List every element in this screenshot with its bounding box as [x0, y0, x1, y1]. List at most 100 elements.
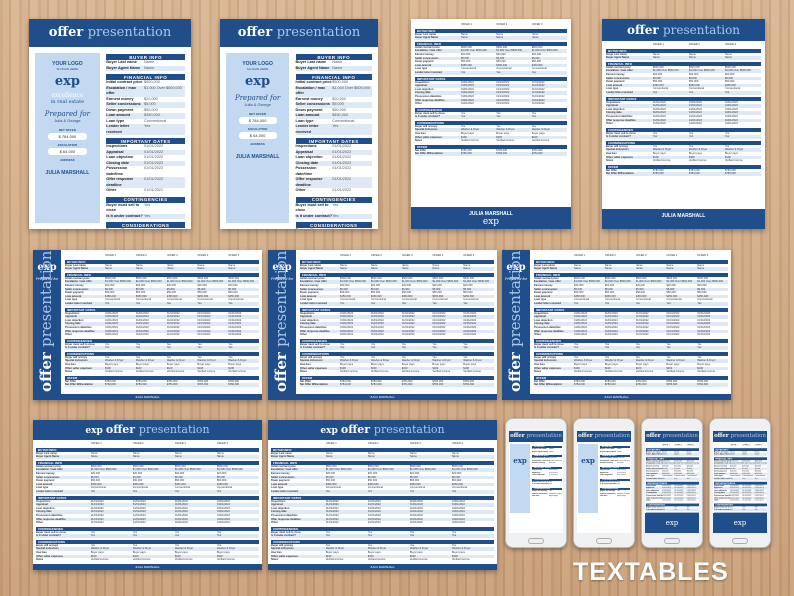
cell-value: Name	[340, 267, 347, 271]
cell-value: 01/01/2022	[697, 329, 711, 333]
row-label: Possession date/time	[714, 494, 730, 497]
cell-value: $100	[463, 366, 469, 370]
cell-value: 01/01/2022	[174, 499, 188, 503]
section-header: CONTINGENCIES	[65, 338, 259, 343]
blank	[300, 254, 340, 258]
cell-value: $100	[135, 366, 142, 370]
prepared-for: Prepared for	[44, 110, 90, 118]
row-label: Offer response deadline	[65, 329, 95, 333]
cell-value: $1,000 Over $500,000	[635, 280, 662, 284]
cell-value: Yes	[730, 506, 733, 509]
row-label: Buyer Last name	[600, 448, 615, 450]
table-row: Loan type Conventional Conventional Convent…	[415, 67, 567, 71]
cell-value: $20,000	[635, 283, 646, 287]
cell-value: Yes	[401, 355, 406, 359]
table-row: Down payment $50,000 $50,000 $50,000	[606, 80, 761, 84]
landscape-offer-sheet: exp Prepared for offer presentation OFFER 1…	[33, 250, 262, 400]
cell-value: $784,000	[635, 379, 647, 383]
cell-value: $450,000	[697, 294, 709, 298]
section-header: CONSIDERATIONS	[65, 351, 259, 356]
cell-value: $50,000	[166, 291, 177, 295]
footer: JULIA MARSHALL	[268, 394, 497, 400]
row-label: Seller concessions	[36, 475, 60, 479]
table-row: Other seller expenses$100$100$100	[415, 135, 567, 140]
home-button	[528, 538, 544, 544]
cell-value: 01/01/2022	[688, 107, 702, 111]
row-label: Buyer Agent Name	[300, 267, 324, 271]
cell-value: Buyer pays	[401, 363, 415, 367]
cell-value: 01/01/2022	[367, 503, 381, 507]
cell-value: Verified income	[174, 558, 193, 562]
table-row: Is it under contract? Yes Yes Yes Yes	[36, 534, 259, 538]
row-label: Seller concessions	[295, 102, 330, 106]
cell-value: Name	[325, 455, 333, 459]
row-label: Buyer Agent Name	[646, 453, 663, 456]
cell-value: $1,000 Over $500,000	[652, 69, 679, 73]
cell-value: Yes	[688, 90, 694, 94]
row-value: 01/01/2022	[332, 177, 352, 181]
cell-value: Verified income	[340, 370, 358, 374]
cell-value: $450,000	[496, 63, 508, 67]
column-header: OFFER 1	[325, 442, 337, 445]
cell-value: Name	[742, 453, 748, 456]
column-header: OFFER 1	[340, 254, 351, 257]
row-label: Net Offer W/Escalation	[534, 383, 562, 387]
table-row: Loan type Conventional Conventional Convent…	[300, 298, 494, 302]
cell-value: Name	[531, 32, 539, 36]
cell-value: 01/01/2022	[166, 329, 180, 333]
row-label: Initial contract price	[106, 80, 143, 84]
sections: BUYER INFO Buyer Last name Name Buyer Agent…	[532, 444, 562, 498]
cell-value: 01/01/2022	[228, 325, 242, 329]
row-label: Initial contract price	[606, 65, 631, 69]
cell-value: Name	[463, 267, 471, 271]
table-row: Loan type Conventional Conventional Convent…	[534, 298, 728, 302]
cell-value: Washer & Dryer	[216, 547, 236, 551]
table-row: Closing date 01/01/2022 01/01/2022 01/01/20…	[534, 322, 728, 326]
cell-value: 01/01/2022	[604, 333, 618, 337]
vertical-title: offer presentation	[506, 251, 524, 392]
column-header: OFFER 4	[216, 442, 228, 445]
cell-value: $100	[697, 366, 703, 370]
table-row: Lender letter received Yes Yes Yes Yes Yes	[300, 301, 494, 306]
cell-value: 01/01/2022	[742, 484, 752, 487]
row-value: 01/01/2022	[332, 188, 352, 192]
phone-mockup: offer presentation exp BUYER INFO Buyer Las…	[573, 418, 635, 548]
column-header: OFFER 2	[132, 442, 144, 445]
table-row: Is it under contract? Yes Yes Yes	[606, 135, 761, 139]
cell-value: $500,000	[604, 276, 616, 280]
row-label: Offer response deadline	[36, 517, 66, 521]
cell-value: Conventional	[686, 475, 698, 478]
cell-value: Conventional	[325, 486, 341, 490]
table-row: Net Offer$784,000$784,000$784,000$784,00…	[65, 380, 259, 384]
column-header: OFFER 3	[174, 442, 186, 445]
cell-value: $20,000	[686, 464, 694, 468]
cell-value: Yes	[460, 124, 466, 128]
cell-value: Name	[325, 451, 333, 455]
cell-value: Yes	[132, 530, 138, 534]
cell-value: Name	[635, 267, 643, 271]
cell-value: $500,000	[548, 457, 557, 460]
row-label: Loan objection	[106, 155, 134, 159]
cell-value: Yes	[496, 124, 501, 128]
row-label: Other seller expenses	[606, 155, 633, 159]
column-header: OFFER 4	[432, 254, 444, 257]
cell-value: $20,000	[496, 52, 506, 56]
cell-value: Yes	[90, 489, 95, 493]
cell-value: Name	[674, 450, 680, 453]
cell-value: $100	[724, 155, 731, 159]
cell-value: Yes	[548, 483, 552, 486]
title-presentation: presentation	[730, 433, 766, 439]
table-row: Appraisal 01/01/2022 01/01/2022 01/01/2022 0…	[271, 503, 494, 507]
cell-value: 01/01/2022	[574, 333, 588, 337]
table-row: Buyer Last name Name Name Name	[646, 451, 699, 454]
section-header: FINANCIAL INFO	[532, 455, 562, 458]
row-value: 01/01/2022	[144, 149, 164, 154]
row-label: Appraisal	[415, 84, 427, 88]
row-label: Lender letter received	[606, 90, 633, 94]
row-label: Buyer Last name	[646, 450, 661, 453]
cell-value: Yes	[105, 301, 110, 305]
cell-value: 01/01/2022	[674, 484, 684, 487]
cell-value: 01/01/2022	[662, 491, 672, 494]
